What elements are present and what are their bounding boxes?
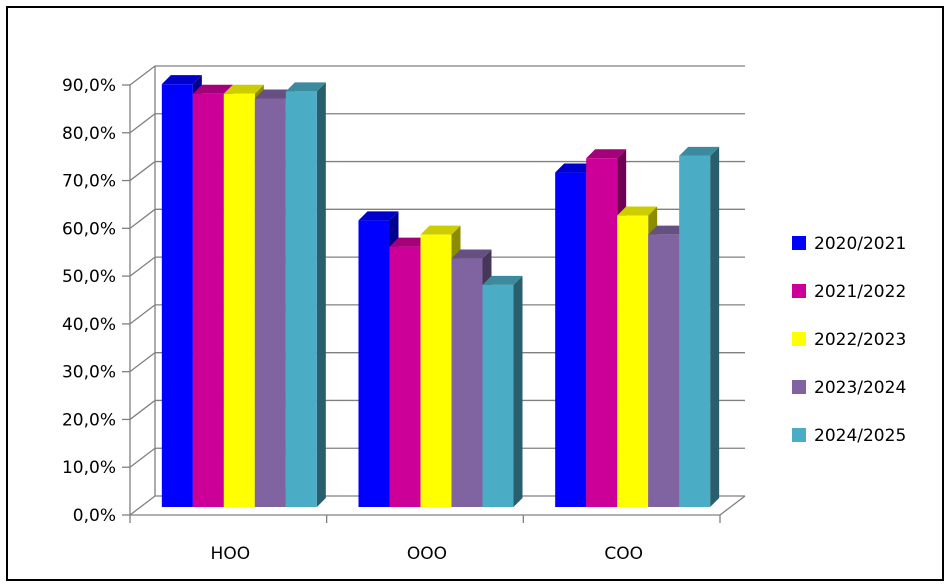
y-tick-label: 60,0% [62, 219, 116, 239]
legend-label: 2024/2025 [814, 426, 906, 446]
axes [122, 66, 746, 523]
legend-swatch [792, 332, 806, 346]
y-tick-label: 0,0% [73, 506, 116, 526]
bar [679, 146, 720, 508]
legend-label: 2023/2024 [814, 378, 906, 398]
legend-label: 2021/2022 [814, 282, 906, 302]
bars [161, 75, 720, 508]
y-tick-label: 10,0% [62, 458, 116, 478]
y-tick-label: 70,0% [62, 172, 116, 192]
gridline [129, 65, 745, 86]
y-tick-label: 40,0% [62, 315, 116, 335]
legend-swatch [792, 284, 806, 298]
y-tick-label: 30,0% [62, 363, 116, 383]
bar [482, 275, 523, 507]
legend-label: 2022/2023 [814, 330, 906, 350]
y-tick-label: 50,0% [62, 267, 116, 287]
y-tick-label: 90,0% [62, 76, 116, 96]
x-category-label: OOO [407, 544, 447, 564]
axis-labels: 0,0% 10,0% 20,0% 30,0% 40,0% 50,0% 60,0% 70,0% 8… [62, 76, 643, 564]
legend: 2020/2021 2021/2022 2022/2023 2023/2024 2024… [792, 234, 906, 446]
bar [285, 82, 326, 507]
legend-label: 2020/2021 [814, 234, 906, 254]
y-tick-label: 80,0% [62, 124, 116, 144]
x-category-label: HOO [211, 544, 251, 564]
legend-swatch [792, 428, 806, 442]
y-tick-label: 20,0% [62, 410, 116, 430]
x-category-label: COO [604, 544, 643, 564]
legend-swatch [792, 236, 806, 250]
legend-swatch [792, 380, 806, 394]
